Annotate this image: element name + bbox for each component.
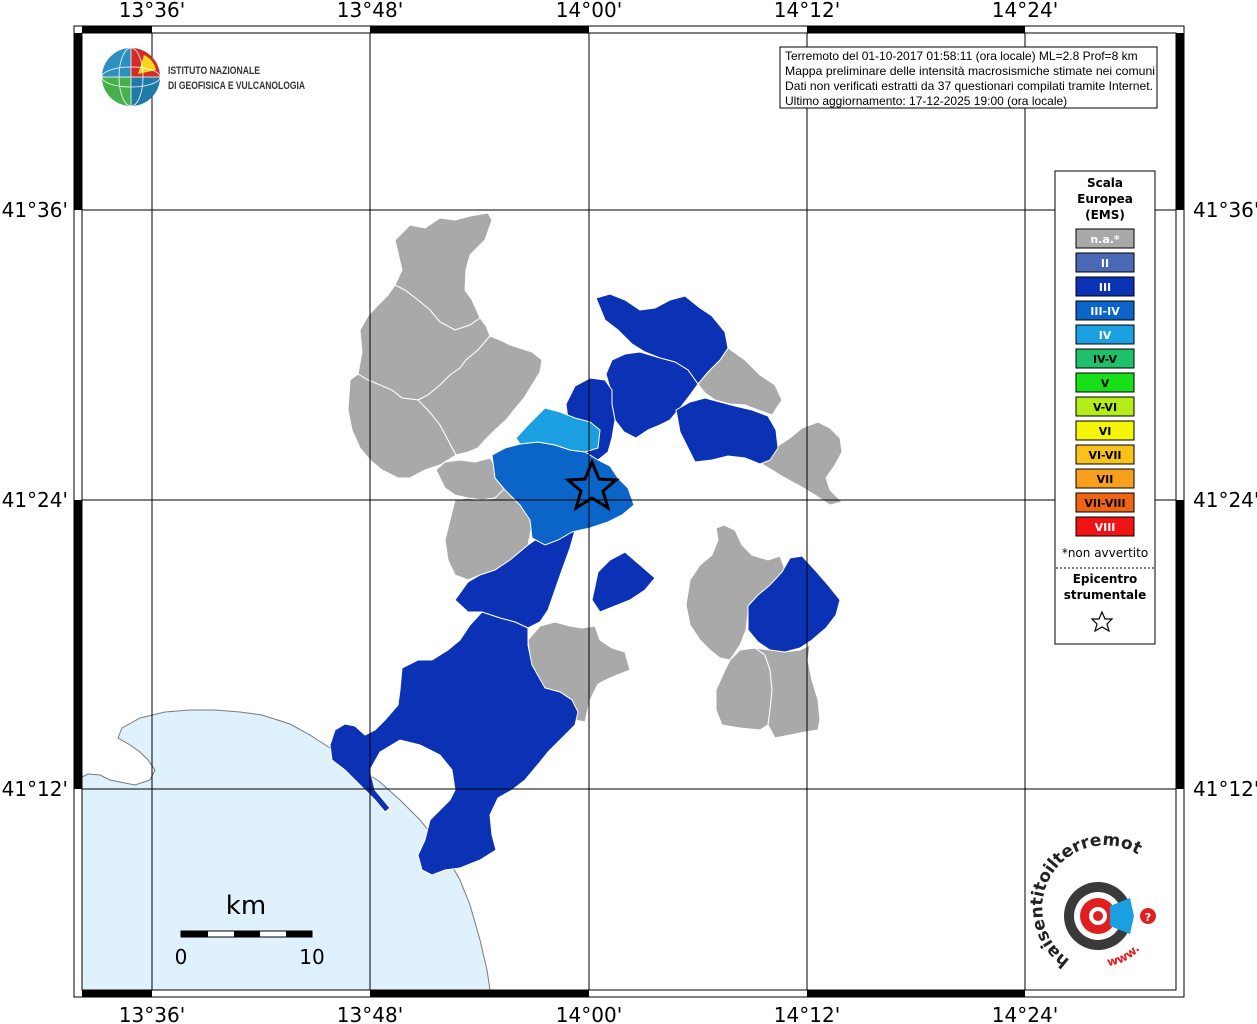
legend: Scala Europea (EMS) n.a.*IIIIIIII-IVIVIV… xyxy=(1054,170,1156,645)
legend-swatch xyxy=(1075,492,1135,513)
legend-title-line: (EMS) xyxy=(1085,208,1125,222)
municipality-polygon xyxy=(715,647,773,731)
municipality-polygon xyxy=(747,555,841,653)
legend-swatch xyxy=(1075,396,1135,417)
scale-min: 0 xyxy=(175,945,188,969)
municipality-intensity-IV xyxy=(515,407,601,453)
legend-epicenter-title: strumentale xyxy=(1064,588,1147,602)
lat-label: 41°24' xyxy=(1193,488,1257,512)
legend-swatch xyxy=(1075,228,1135,249)
municipality-polygon xyxy=(595,293,729,385)
sea-area xyxy=(81,709,491,991)
ingv-logo: ISTITUTO NAZIONALE DI GEOFISICA E VULCAN… xyxy=(101,47,305,107)
lon-label: 14°24' xyxy=(992,1003,1058,1024)
municipality-polygon xyxy=(761,421,843,506)
lon-label: 13°36' xyxy=(119,1003,185,1024)
municipality-polygon xyxy=(754,644,821,739)
info-line: Mappa preliminare delle intensità macros… xyxy=(785,64,1155,78)
municipalities-intensity-III xyxy=(329,293,841,876)
legend-note: *non avvertito xyxy=(1062,546,1148,560)
lon-label: 14°24' xyxy=(992,0,1058,22)
legend-title-line: Europea xyxy=(1077,192,1133,206)
longitude-labels-bottom: 13°36' 13°48' 14°00' 14°12' 14°24' xyxy=(119,1003,1058,1024)
logo-line1: ISTITUTO NAZIONALE xyxy=(168,65,260,77)
legend-swatches: n.a.*IIIIIIII-IVIVIV-VVV-VIVIVI-VIIVIIVI… xyxy=(1075,228,1135,537)
legend-swatch-label: VI xyxy=(1099,425,1112,438)
municipality-polygon xyxy=(591,551,656,613)
legend-swatch xyxy=(1075,348,1135,369)
legend-swatch-label: IV xyxy=(1099,329,1112,342)
lon-label: 14°00' xyxy=(556,0,622,22)
municipality-polygon xyxy=(329,611,579,876)
graticule xyxy=(82,33,1176,990)
lat-label: 41°12' xyxy=(1193,777,1257,801)
lon-label: 14°12' xyxy=(774,1003,840,1024)
legend-swatch xyxy=(1075,276,1135,297)
longitude-labels-top: 13°36' 13°48' 14°00' 14°12' 14°24' xyxy=(119,0,1058,22)
lat-label: 41°24' xyxy=(2,488,68,512)
legend-swatch xyxy=(1075,444,1135,465)
legend-swatch-label: VII xyxy=(1097,473,1114,486)
municipality-polygon xyxy=(417,335,543,456)
lon-label: 14°12' xyxy=(774,0,840,22)
legend-swatch-label: n.a.* xyxy=(1090,233,1120,246)
legend-swatch-label: VIII xyxy=(1095,521,1116,534)
lat-label: 41°12' xyxy=(2,777,68,801)
legend-title-line: Scala xyxy=(1087,176,1123,190)
legend-swatch xyxy=(1075,324,1135,345)
latitude-labels-left: 41°36' 41°24' 41°12' xyxy=(2,198,68,801)
legend-swatch-label: VI-VII xyxy=(1088,449,1121,462)
lat-label: 41°36' xyxy=(2,198,68,222)
scale-max: 10 xyxy=(299,945,324,969)
legend-swatch-label: III-IV xyxy=(1090,305,1120,318)
legend-star-icon xyxy=(1090,610,1114,633)
question-mark-icon xyxy=(1140,908,1156,924)
legend-swatch-label: IV-V xyxy=(1093,353,1118,366)
svg-text:?: ? xyxy=(1145,911,1151,924)
epicenter-star-icon xyxy=(564,458,620,512)
legend-swatch xyxy=(1075,300,1135,321)
legend-swatch xyxy=(1075,372,1135,393)
latitude-labels-right: 41°36' 41°24' 41°12' xyxy=(1193,198,1257,801)
legend-swatch-label: VII-VIII xyxy=(1084,497,1125,510)
info-line: Terremoto del 01-10-2017 01:58:11 (ora l… xyxy=(785,49,1138,63)
legend-swatch xyxy=(1075,420,1135,441)
legend-epicenter-title: Epicentro xyxy=(1073,572,1138,586)
info-line: Ultimo aggiornamento: 17-12-2025 19:00 (… xyxy=(785,94,1067,108)
municipality-polygon xyxy=(675,397,779,465)
legend-swatch-label: II xyxy=(1101,257,1109,270)
legend-swatch-label: V-VI xyxy=(1093,401,1117,414)
scale-bar: km 0 10 xyxy=(175,891,325,969)
info-box: Terremoto del 01-10-2017 01:58:11 (ora l… xyxy=(779,46,1158,109)
scale-unit: km xyxy=(226,891,266,921)
lon-label: 13°48' xyxy=(337,1003,403,1024)
logo-line2: DI GEOFISICA E VULCANOLOGIA xyxy=(168,80,305,92)
legend-swatch xyxy=(1075,468,1135,489)
lon-label: 13°48' xyxy=(337,0,403,22)
legend-swatch xyxy=(1075,252,1135,273)
lon-label: 14°00' xyxy=(556,1003,622,1024)
legend-swatch-label: III xyxy=(1099,281,1111,294)
lat-label: 41°36' xyxy=(1193,198,1257,222)
map-frame xyxy=(73,25,1185,998)
legend-swatch xyxy=(1075,516,1135,537)
info-line: Dati non verificati estratti da 37 quest… xyxy=(785,79,1153,93)
legend-swatch-label: V xyxy=(1101,377,1110,390)
lon-label: 13°36' xyxy=(119,0,185,22)
